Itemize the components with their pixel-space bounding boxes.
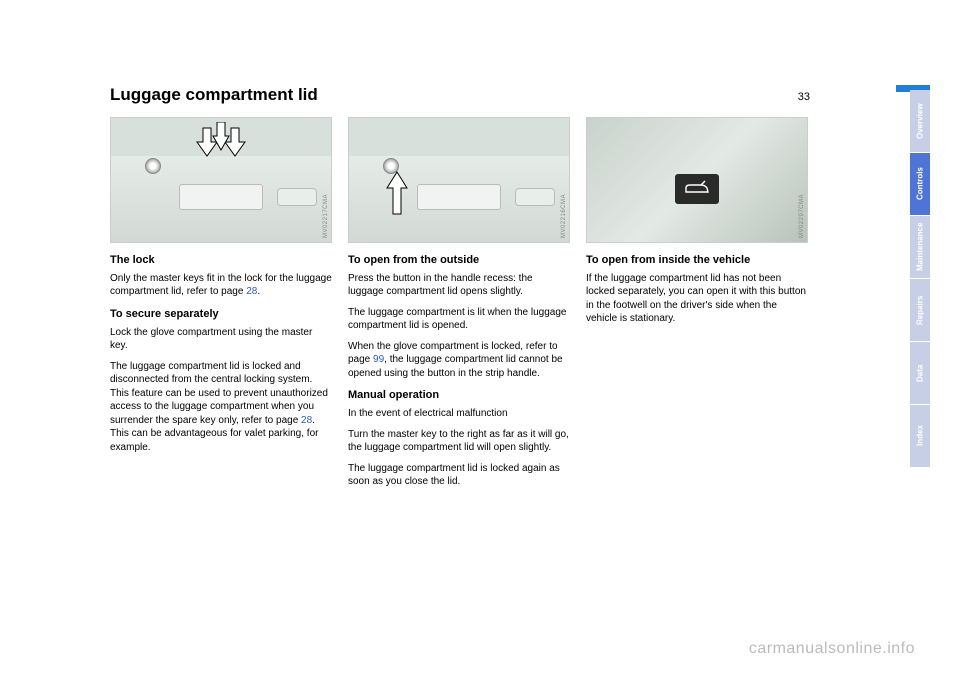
heading-open-outside: To open from the outside: [348, 253, 570, 268]
page-link-28b[interactable]: 28: [301, 415, 312, 426]
watermark: carmanualsonline.info: [749, 640, 915, 658]
text: .: [257, 286, 260, 297]
side-tab-repairs[interactable]: Repairs: [910, 279, 930, 341]
trunk-icon: [683, 180, 711, 198]
license-plate: [179, 184, 263, 210]
side-tabs: OverviewControlsMaintenanceRepairsDataIn…: [910, 90, 930, 468]
figure-open-outside: MV02216CMA: [348, 117, 570, 243]
figure-open-inside: MV02297CMA: [586, 117, 808, 243]
column-1: MV02217CMA The lock Only the master keys…: [110, 117, 332, 496]
side-tab-maintenance[interactable]: Maintenance: [910, 216, 930, 278]
paragraph: The luggage compartment lid is locked ag…: [348, 462, 570, 489]
paragraph: The luggage compartment lid is locked an…: [110, 360, 332, 455]
lock-arrows-icon: [191, 122, 251, 162]
paragraph: The luggage compartment is lit when the …: [348, 306, 570, 333]
heading-open-inside: To open from inside the vehicle: [586, 253, 808, 268]
figure-code: MV02217CMA: [322, 194, 330, 238]
paragraph: If the luggage compartment lid has not b…: [586, 272, 808, 326]
page-content: Luggage compartment lid 33 MV02217CMA: [110, 85, 810, 635]
page-link-99[interactable]: 99: [373, 354, 384, 365]
columns: MV02217CMA The lock Only the master keys…: [110, 117, 810, 496]
figure-code: MV02216CMA: [560, 194, 568, 238]
trunk-release-button: [675, 174, 719, 204]
license-plate: [417, 184, 501, 210]
paragraph: Turn the master key to the right as far …: [348, 428, 570, 455]
open-arrow-up-icon: [385, 170, 409, 218]
heading-secure-separately: To secure separately: [110, 307, 332, 322]
paragraph: Only the master keys fit in the lock for…: [110, 272, 332, 299]
paragraph: Lock the glove compartment using the mas…: [110, 326, 332, 353]
text: The luggage compartment lid is locked an…: [110, 361, 328, 426]
heading-manual-operation: Manual operation: [348, 388, 570, 403]
figure-lock: MV02217CMA: [110, 117, 332, 243]
column-2: MV02216CMA To open from the outside Pres…: [348, 117, 570, 496]
side-tab-index[interactable]: Index: [910, 405, 930, 467]
header-row: Luggage compartment lid 33: [110, 85, 810, 105]
page-link-28[interactable]: 28: [246, 286, 257, 297]
tail-lamp: [515, 188, 555, 206]
figure-code: MV02297CMA: [798, 194, 806, 238]
heading-the-lock: The lock: [110, 253, 332, 268]
side-tab-controls[interactable]: Controls: [910, 153, 930, 215]
paragraph: When the glove compartment is locked, re…: [348, 340, 570, 381]
tail-lamp: [277, 188, 317, 206]
side-tab-data[interactable]: Data: [910, 342, 930, 404]
column-3: MV02297CMA To open from inside the vehic…: [586, 117, 808, 496]
paragraph: Press the button in the handle recess: t…: [348, 272, 570, 299]
side-tab-overview[interactable]: Overview: [910, 90, 930, 152]
page-number: 33: [798, 91, 810, 103]
bmw-emblem-icon: [145, 158, 161, 174]
text: Only the master keys fit in the lock for…: [110, 273, 332, 298]
page-title: Luggage compartment lid: [110, 85, 318, 105]
paragraph: In the event of electrical malfunction: [348, 407, 570, 421]
